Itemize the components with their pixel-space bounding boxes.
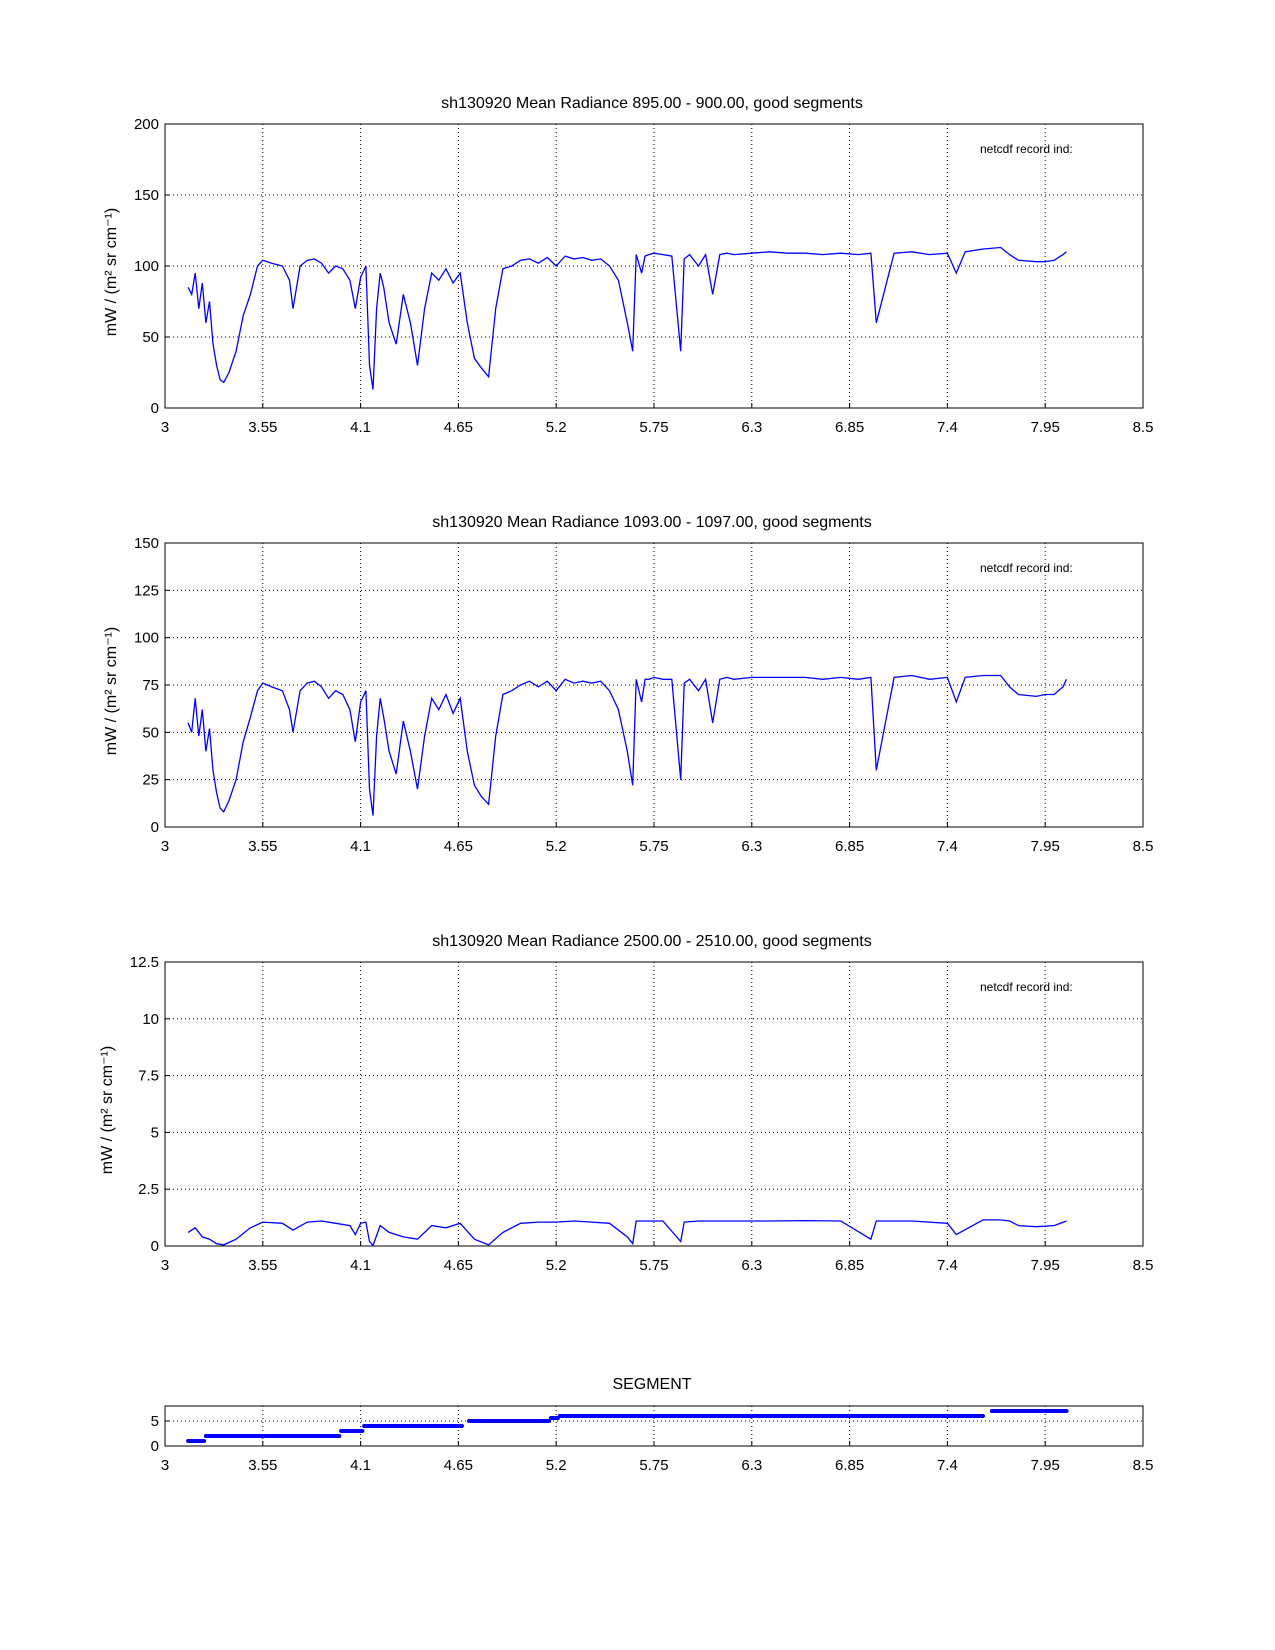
- panel-1-ytick-label: 50: [142, 329, 159, 346]
- panel-2-xtick-label: 3.55: [248, 838, 277, 855]
- panel-3-axes: [164, 961, 1144, 1247]
- panel-4-axes: [164, 1405, 1144, 1447]
- panel-1-xtick-label: 3: [161, 419, 169, 436]
- panel-4-xtick-label: 6.3: [741, 1457, 762, 1474]
- panel-3-xtick-label: 4.65: [444, 1257, 473, 1274]
- panel-1-ytick-label: 100: [134, 258, 159, 275]
- panel-3-xtick-label: 3: [161, 1257, 169, 1274]
- panel-4-xtick-label: 7.95: [1031, 1457, 1060, 1474]
- panel-segment: SEGMENT 3 3.55 4.1 4.65 5.2 5.75 6.3 6.85 7.4 7.9…: [151, 1376, 1154, 1474]
- panel-3-ytick-label: 0: [151, 1238, 159, 1255]
- panel-3-ytick-label: 12.5: [130, 954, 159, 971]
- panel-3-xtick-label: 5.2: [546, 1257, 567, 1274]
- panel-1-ytick-label: 0: [151, 400, 159, 417]
- panel-3-ytick-label: 5: [151, 1124, 159, 1141]
- panel-1-xtick-label: 5.2: [546, 419, 567, 436]
- panel-2-annotation: netcdf record ind:: [980, 561, 1073, 575]
- panel-4-xtick-label: 4.65: [444, 1457, 473, 1474]
- panel-4-xtick-label: 3: [161, 1457, 169, 1474]
- panel-4-xtick-label: 6.85: [835, 1457, 864, 1474]
- panel-4-ytick-label: 5: [151, 1413, 159, 1430]
- panel-2-xtick-label: 6.85: [835, 838, 864, 855]
- panel-radiance-895-900: sh130920 Mean Radiance 895.00 - 900.00, …: [103, 95, 1153, 436]
- panel-2-axes: [164, 542, 1144, 828]
- panel-1-xtick-label: 4.65: [444, 419, 473, 436]
- panel-1-ylabel: mW / (m² sr cm⁻¹): [103, 208, 120, 336]
- panel-2-xtick-label: 7.95: [1031, 838, 1060, 855]
- panel-3-xtick-label: 8.5: [1133, 1257, 1154, 1274]
- panel-2-ytick-label: 75: [142, 677, 159, 694]
- panel-3-xtick-label: 3.55: [248, 1257, 277, 1274]
- panel-1-xtick-label: 7.4: [937, 419, 958, 436]
- panel-4-xtick-label: 4.1: [350, 1457, 371, 1474]
- panel-4-xtick-label: 8.5: [1133, 1457, 1154, 1474]
- panel-2-title: sh130920 Mean Radiance 1093.00 - 1097.00…: [432, 514, 871, 531]
- panel-1-xtick-label: 6.85: [835, 419, 864, 436]
- panel-2-xtick-label: 8.5: [1133, 838, 1154, 855]
- panel-3-xtick-label: 5.75: [639, 1257, 668, 1274]
- panel-1-title: sh130920 Mean Radiance 895.00 - 900.00, …: [441, 95, 863, 112]
- panel-3-xtick-label: 6.3: [741, 1257, 762, 1274]
- panel-3-series-line: [187, 1219, 1067, 1247]
- panel-2-xtick-label: 3: [161, 838, 169, 855]
- panel-2-xtick-label: 4.1: [350, 838, 371, 855]
- panel-1-annotation: netcdf record ind:: [980, 142, 1073, 156]
- panel-2-xtick-label: 5.2: [546, 838, 567, 855]
- panel-3-title: sh130920 Mean Radiance 2500.00 - 2510.00…: [432, 933, 871, 950]
- panel-2-ytick-label: 50: [142, 724, 159, 741]
- panel-4-ytick-label: 0: [151, 1438, 159, 1455]
- panel-2-ytick-label: 0: [151, 819, 159, 836]
- panel-2-xtick-label: 7.4: [937, 838, 958, 855]
- panel-1-series-line: [187, 246, 1067, 390]
- panel-2-ylabel: mW / (m² sr cm⁻¹): [103, 627, 120, 755]
- panel-3-xtick-label: 7.4: [937, 1257, 958, 1274]
- panel-1-xtick-label: 5.75: [639, 419, 668, 436]
- panel-4-xtick-label: 7.4: [937, 1457, 958, 1474]
- panel-2-xtick-label: 6.3: [741, 838, 762, 855]
- panel-3-xtick-label: 7.95: [1031, 1257, 1060, 1274]
- panel-1-xtick-label: 4.1: [350, 419, 371, 436]
- panel-2-ytick-label: 100: [134, 630, 159, 647]
- panel-radiance-1093-1097: sh130920 Mean Radiance 1093.00 - 1097.00…: [103, 514, 1153, 855]
- panel-3-xtick-label: 4.1: [350, 1257, 371, 1274]
- panel-1-xtick-label: 3.55: [248, 419, 277, 436]
- panel-3-ytick-label: 7.5: [138, 1068, 159, 1085]
- panel-4-xtick-label: 5.75: [639, 1457, 668, 1474]
- panel-1-xtick-label: 8.5: [1133, 419, 1154, 436]
- panel-4-xtick-label: 3.55: [248, 1457, 277, 1474]
- panel-1-axes: [164, 123, 1144, 409]
- panel-3-ylabel: mW / (m² sr cm⁻¹): [99, 1046, 116, 1174]
- panel-1-ytick-label: 200: [134, 116, 159, 133]
- panel-2-ytick-label: 25: [142, 772, 159, 789]
- panel-2-ytick-label: 150: [134, 535, 159, 552]
- panel-3-ytick-label: 10: [142, 1011, 159, 1028]
- panel-2-xtick-label: 4.65: [444, 838, 473, 855]
- panel-3-ytick-label: 2.5: [138, 1181, 159, 1198]
- panel-radiance-2500-2510: sh130920 Mean Radiance 2500.00 - 2510.00…: [99, 933, 1153, 1274]
- panel-2-series-line: [187, 674, 1068, 816]
- panel-3-annotation: netcdf record ind:: [980, 980, 1073, 994]
- panel-2-ytick-label: 125: [134, 582, 159, 599]
- panel-1-ytick-label: 150: [134, 187, 159, 204]
- panel-1-xtick-label: 7.95: [1031, 419, 1060, 436]
- panel-1-xtick-label: 6.3: [741, 419, 762, 436]
- panel-4-title: SEGMENT: [612, 1376, 691, 1393]
- panel-4-xtick-label: 5.2: [546, 1457, 567, 1474]
- panel-2-xtick-label: 5.75: [639, 838, 668, 855]
- panel-3-xtick-label: 6.85: [835, 1257, 864, 1274]
